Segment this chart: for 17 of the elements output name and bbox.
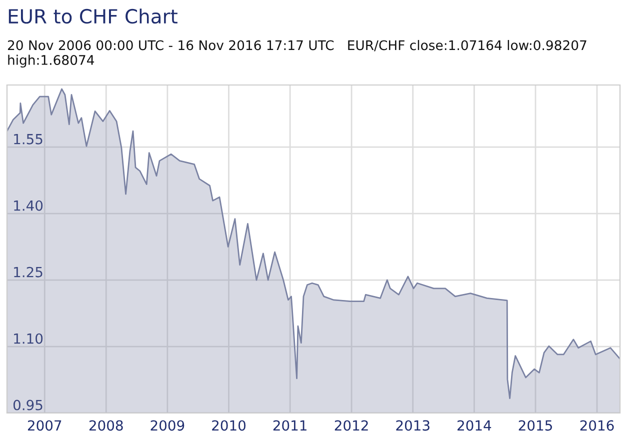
x-tick-label: 2013 xyxy=(396,420,430,431)
y-tick-label: 1.40 xyxy=(14,200,43,211)
chart-title: EUR to CHF Chart xyxy=(8,8,178,24)
chart-subtitle: 20 Nov 2006 00:00 UTC - 16 Nov 2016 17:17 UTC EUR/CHF close:1.07164 low:0.98207 high:1.68074 xyxy=(8,40,586,68)
x-tick-label: 2012 xyxy=(334,420,368,431)
x-tick-label: 2014 xyxy=(458,420,492,431)
x-tick-label: 2015 xyxy=(518,420,552,431)
y-tick-label: 0.95 xyxy=(13,400,42,410)
x-tick-label: 2016 xyxy=(580,420,614,431)
x-tick-label: 2009 xyxy=(150,420,184,431)
x-tick-label: 2010 xyxy=(212,420,246,431)
x-tick-label: 2007 xyxy=(28,420,62,431)
x-tick-label: 2008 xyxy=(89,420,123,431)
y-tick-label: 1.25 xyxy=(14,266,42,278)
y-tick-label: 1.55 xyxy=(14,134,42,144)
x-tick-label: 2011 xyxy=(273,420,306,431)
y-tick-label: 1.10 xyxy=(14,333,43,344)
